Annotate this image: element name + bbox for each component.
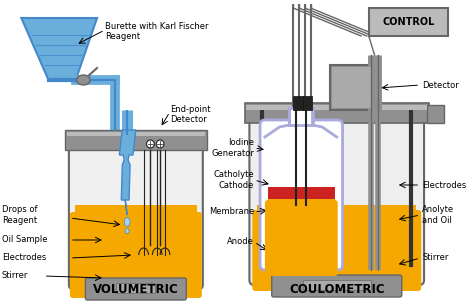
Text: Burette with Karl Fischer
Reagent: Burette with Karl Fischer Reagent bbox=[105, 22, 208, 41]
FancyBboxPatch shape bbox=[260, 120, 343, 270]
Ellipse shape bbox=[156, 140, 164, 148]
Text: Anode: Anode bbox=[228, 237, 254, 246]
Bar bbox=[303, 280, 371, 290]
Text: Stirrer: Stirrer bbox=[422, 253, 448, 262]
Bar bbox=[268, 195, 335, 265]
Polygon shape bbox=[21, 18, 97, 80]
Text: Oil Sample: Oil Sample bbox=[2, 236, 47, 245]
Bar bbox=[293, 96, 303, 110]
Bar bbox=[268, 187, 335, 199]
FancyBboxPatch shape bbox=[249, 110, 424, 285]
Bar bbox=[369, 8, 448, 36]
Text: Stirrer: Stirrer bbox=[2, 271, 28, 281]
Bar bbox=[332, 67, 372, 108]
Text: CONTROL: CONTROL bbox=[383, 17, 435, 27]
Bar bbox=[245, 103, 429, 123]
Ellipse shape bbox=[77, 75, 90, 85]
Text: Anolyte
and Oil: Anolyte and Oil bbox=[422, 205, 454, 225]
Bar bbox=[257, 205, 416, 280]
Text: Electrodes: Electrodes bbox=[422, 181, 466, 189]
Bar bbox=[75, 205, 197, 285]
Text: End-point
Detector: End-point Detector bbox=[170, 105, 210, 124]
FancyBboxPatch shape bbox=[265, 200, 337, 276]
Text: Detector: Detector bbox=[422, 81, 459, 89]
Ellipse shape bbox=[124, 217, 130, 226]
Text: Drops of
Reagent: Drops of Reagent bbox=[2, 205, 37, 225]
Polygon shape bbox=[119, 130, 136, 215]
Bar bbox=[330, 65, 374, 110]
Bar bbox=[427, 105, 445, 123]
Ellipse shape bbox=[125, 229, 129, 233]
Bar bbox=[65, 130, 207, 150]
Text: Membrane: Membrane bbox=[209, 207, 254, 217]
Text: VOLUMETRIC: VOLUMETRIC bbox=[93, 283, 179, 296]
FancyBboxPatch shape bbox=[69, 136, 203, 289]
Bar bbox=[246, 105, 427, 110]
FancyBboxPatch shape bbox=[272, 275, 402, 297]
Text: Electrodes: Electrodes bbox=[2, 253, 46, 262]
Text: COULOMETRIC: COULOMETRIC bbox=[289, 283, 384, 296]
Bar bbox=[67, 132, 205, 136]
FancyBboxPatch shape bbox=[252, 210, 421, 291]
Bar bbox=[117, 283, 155, 293]
Text: Iodine
Generator: Iodine Generator bbox=[211, 138, 254, 158]
Ellipse shape bbox=[146, 140, 155, 148]
FancyBboxPatch shape bbox=[70, 212, 202, 298]
Text: Catholyte
Cathode: Catholyte Cathode bbox=[214, 170, 254, 190]
FancyBboxPatch shape bbox=[85, 278, 186, 300]
Bar bbox=[289, 108, 313, 125]
Bar bbox=[303, 96, 312, 110]
